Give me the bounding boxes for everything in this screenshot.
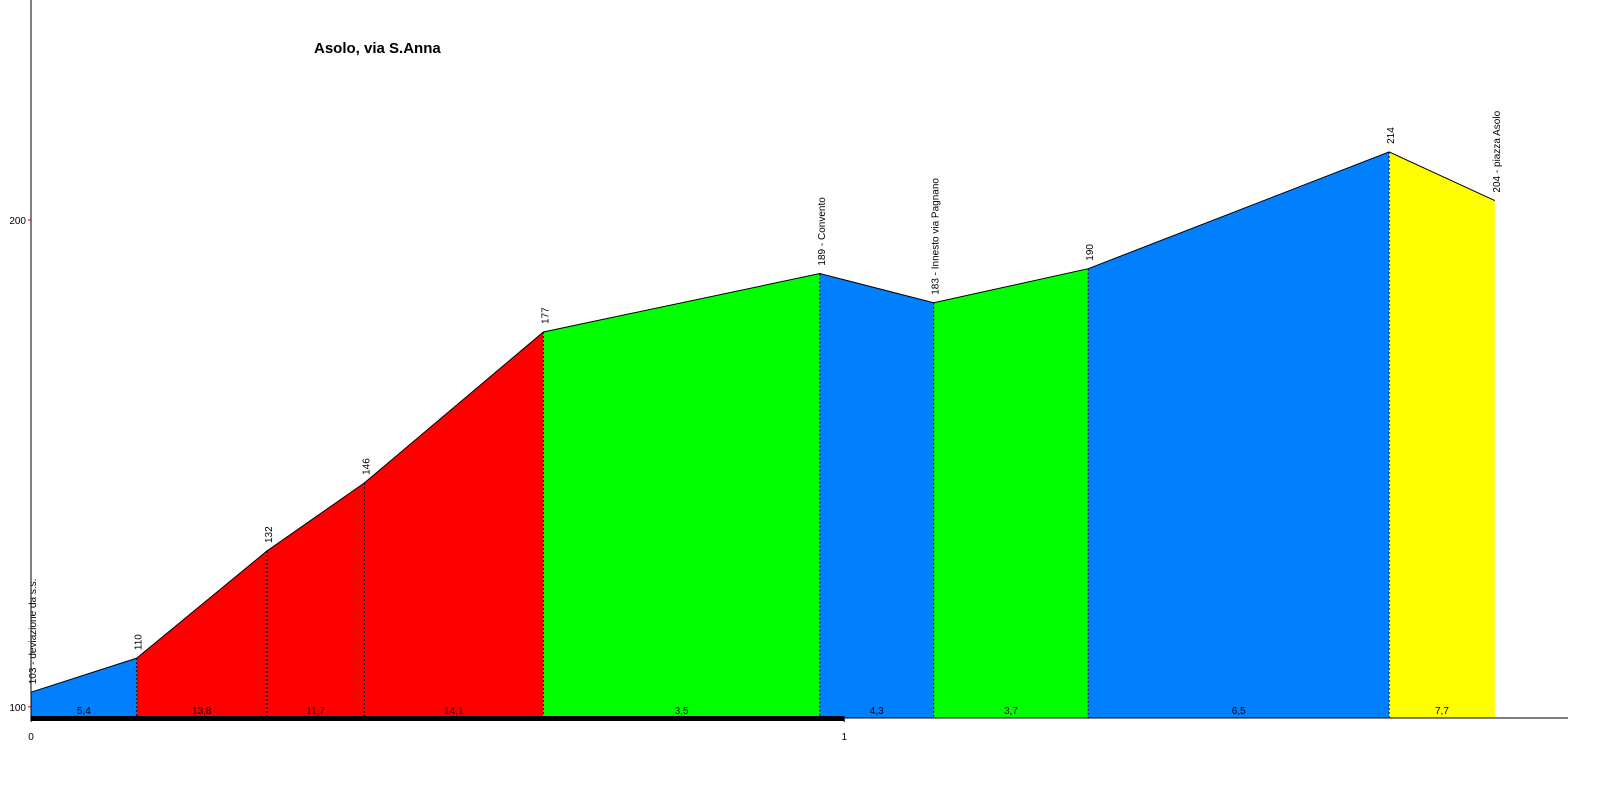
segment-area [136,551,267,718]
gradient-label: 4,3 [870,706,884,717]
segment-area [266,482,365,718]
point-label: 214 [1386,127,1397,144]
point-label: 146 [361,458,372,475]
gradient-label: 7,7 [1435,706,1449,717]
segment-area [1088,151,1390,719]
gradient-label: 3,7 [1004,706,1018,717]
point-label: 204 - piazza Asolo [1492,110,1503,192]
segment-area [819,273,934,718]
point-label: 190 [1085,244,1096,261]
profile-line [30,151,1496,693]
point-label: 103 - deviazione da s.s. [28,579,39,685]
point-label: 177 [540,307,551,324]
y-tick-label: 200 [9,216,26,227]
x-tick-label: 1 [841,732,847,743]
chart-title: Asolo, via S.Anna [314,40,441,57]
point-label: 189 - Convento [817,197,828,266]
segment-area [1389,151,1495,719]
gradient-label: 5,4 [77,706,91,717]
x-tick-label: 0 [28,732,34,743]
point-label: 183 - Innesto via Pagnano [931,178,942,295]
segment-area [543,273,820,718]
gradient-label: 6,5 [1232,706,1246,717]
gradient-label: 13,8 [192,706,212,717]
point-label: 132 [264,526,275,543]
point-label: 110 [134,634,145,650]
scale-bar [31,716,845,721]
gradient-label: 14,1 [444,706,464,717]
y-tick-label: 100 [9,703,26,714]
segment-area [31,658,137,718]
segment-area [933,268,1089,718]
gradient-label: 3,5 [675,706,689,717]
segment-area [364,331,544,718]
gradient-label: 11,7 [306,706,325,717]
